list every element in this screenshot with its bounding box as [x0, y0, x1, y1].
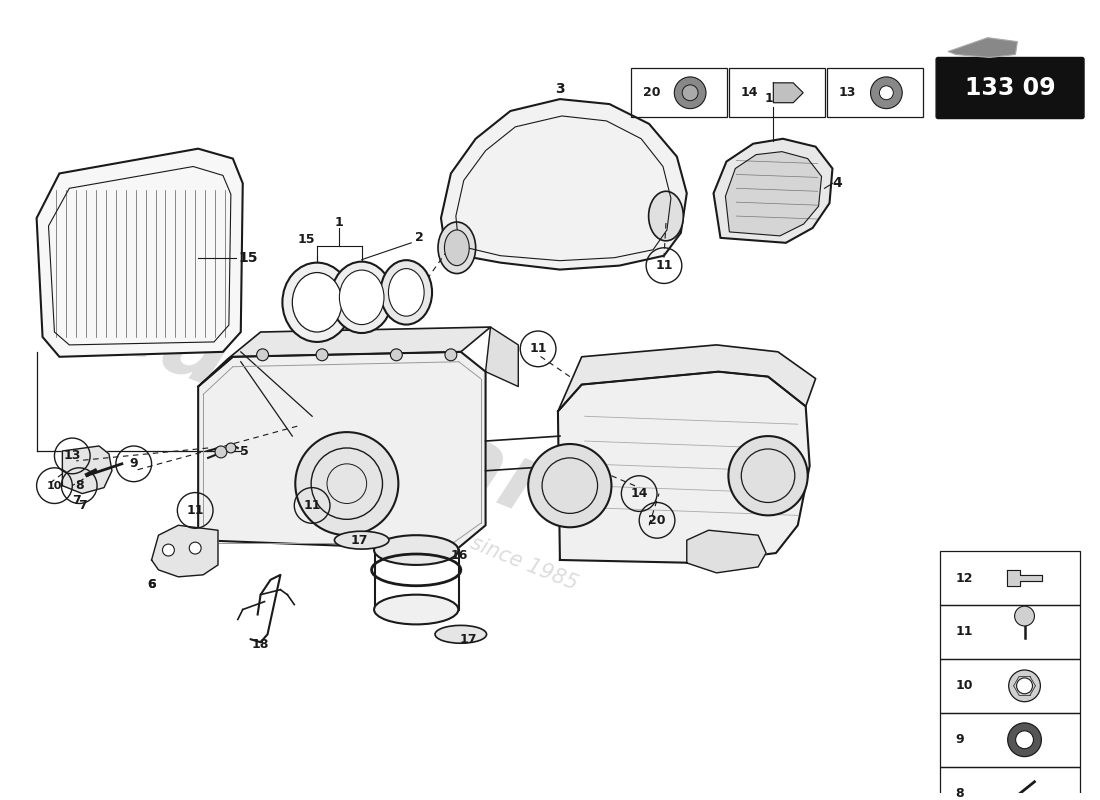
Text: 11: 11	[656, 259, 673, 272]
Text: 6: 6	[147, 578, 156, 591]
Polygon shape	[558, 345, 815, 411]
Text: 15: 15	[297, 234, 315, 246]
Text: 133 09: 133 09	[965, 76, 1055, 100]
Ellipse shape	[444, 230, 470, 266]
Bar	[827, 68, 923, 118]
Bar	[729, 68, 825, 118]
Ellipse shape	[374, 594, 459, 624]
Text: 8: 8	[75, 479, 84, 492]
Polygon shape	[198, 327, 491, 386]
Text: 2: 2	[415, 231, 424, 244]
Ellipse shape	[334, 531, 389, 549]
Text: 17: 17	[351, 534, 369, 546]
Ellipse shape	[381, 260, 432, 325]
Text: 20: 20	[642, 86, 660, 99]
Bar	[940, 551, 1080, 605]
Text: 11: 11	[955, 626, 972, 638]
Polygon shape	[686, 530, 766, 573]
Text: 12: 12	[764, 92, 782, 105]
Text: 6: 6	[147, 578, 156, 591]
Polygon shape	[36, 149, 243, 357]
Polygon shape	[725, 152, 822, 236]
Polygon shape	[714, 138, 833, 243]
Ellipse shape	[374, 535, 459, 565]
Polygon shape	[152, 526, 218, 577]
Text: 10: 10	[955, 679, 972, 692]
Circle shape	[879, 86, 893, 100]
Polygon shape	[441, 99, 686, 270]
Text: 9: 9	[955, 734, 964, 746]
Text: 18: 18	[252, 638, 270, 650]
Text: 16: 16	[450, 549, 468, 562]
Text: a passion for parts since 1985: a passion for parts since 1985	[282, 457, 581, 594]
Text: 5: 5	[241, 446, 249, 458]
Text: 8: 8	[955, 787, 964, 800]
Text: 14: 14	[630, 487, 648, 500]
Circle shape	[728, 436, 807, 515]
Circle shape	[674, 77, 706, 109]
Polygon shape	[198, 352, 485, 550]
Circle shape	[682, 85, 698, 101]
Circle shape	[189, 542, 201, 554]
Ellipse shape	[438, 222, 475, 274]
Ellipse shape	[283, 262, 352, 342]
Bar	[940, 766, 1080, 800]
Circle shape	[528, 444, 612, 527]
Circle shape	[390, 349, 403, 361]
Circle shape	[444, 349, 456, 361]
Text: 20: 20	[648, 514, 666, 527]
Ellipse shape	[434, 626, 486, 643]
Ellipse shape	[388, 269, 425, 316]
Text: 4: 4	[833, 176, 843, 190]
Text: 10: 10	[47, 481, 62, 490]
Bar	[940, 605, 1080, 659]
Circle shape	[316, 349, 328, 361]
Text: 11: 11	[529, 342, 547, 355]
Ellipse shape	[331, 262, 393, 333]
Ellipse shape	[340, 270, 384, 325]
Text: eurosparts: eurosparts	[86, 275, 657, 577]
Text: 14: 14	[740, 86, 758, 99]
Circle shape	[1008, 723, 1042, 757]
Circle shape	[214, 446, 227, 458]
Polygon shape	[773, 83, 803, 102]
Text: 7: 7	[72, 494, 80, 507]
Circle shape	[163, 544, 175, 556]
Bar	[940, 713, 1080, 766]
Bar	[940, 659, 1080, 713]
Circle shape	[226, 443, 235, 453]
Circle shape	[1009, 670, 1041, 702]
Circle shape	[1015, 731, 1034, 749]
Polygon shape	[558, 372, 810, 563]
Text: 7: 7	[78, 499, 87, 512]
Text: 17: 17	[460, 633, 477, 646]
Text: 1: 1	[334, 215, 343, 229]
Text: 9: 9	[130, 458, 138, 470]
Ellipse shape	[293, 273, 342, 332]
Text: 11: 11	[186, 504, 204, 517]
Ellipse shape	[649, 191, 683, 241]
Text: 13: 13	[64, 450, 81, 462]
Circle shape	[870, 77, 902, 109]
Circle shape	[1014, 606, 1034, 626]
Polygon shape	[1006, 570, 1043, 586]
FancyBboxPatch shape	[936, 58, 1084, 118]
Text: 11: 11	[304, 499, 321, 512]
Text: 3: 3	[556, 82, 564, 96]
Circle shape	[256, 349, 268, 361]
Polygon shape	[948, 38, 1018, 58]
Polygon shape	[485, 327, 518, 386]
Text: 13: 13	[839, 86, 856, 99]
Text: 15: 15	[238, 250, 257, 265]
Bar	[630, 68, 727, 118]
Polygon shape	[63, 446, 112, 494]
Circle shape	[295, 432, 398, 535]
Text: 12: 12	[955, 571, 972, 585]
Circle shape	[1016, 678, 1033, 694]
